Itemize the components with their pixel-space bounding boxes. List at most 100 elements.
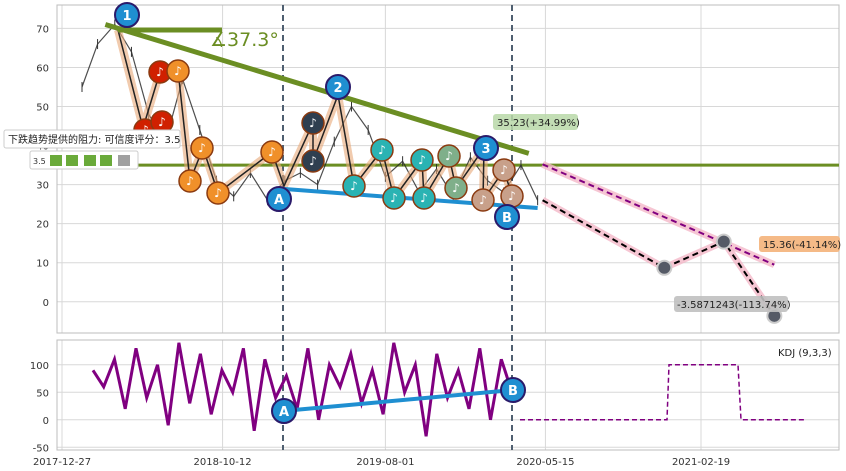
x-tick-label: 2021-02-19 — [672, 457, 730, 468]
indicator-y-tick-label: 0 — [43, 416, 49, 427]
note-marker-icon — [190, 136, 214, 160]
note-glyph-icon: ♪ — [309, 154, 317, 168]
note-glyph-icon: ♪ — [420, 191, 428, 205]
pivot-markers: 1 2 3 A B — [114, 2, 520, 230]
indicator-title: KDJ (9,3,3) — [778, 348, 832, 359]
note-marker-icon — [382, 186, 406, 210]
x-axis-ticks: 2017-12-27 2018-10-12 2019-08-01 2020-05-15… — [33, 457, 730, 468]
downtrend-resistance-line — [104, 22, 530, 156]
target-mid-label: 15.36(-41.14%) — [763, 240, 841, 251]
score-star-icon — [50, 155, 62, 166]
note-glyph-icon: ♪ — [479, 193, 487, 207]
forecast-point — [715, 233, 732, 250]
score-star-icon — [100, 155, 112, 166]
target-mid-callout: 15.36(-41.14%) — [759, 236, 841, 252]
note-marker-icon — [342, 174, 366, 198]
note-glyph-icon: ♪ — [378, 143, 386, 157]
forecast-point — [656, 259, 673, 276]
note-glyph-icon: ♪ — [452, 181, 460, 195]
pivot-label: 2 — [333, 81, 342, 96]
target-low-callout: -3.5871243(-113.74%) — [674, 296, 791, 312]
note-marker-icon — [260, 140, 284, 164]
pivot-label: B — [502, 211, 512, 226]
kdj-pivot-label: A — [279, 405, 289, 420]
note-marker-icon — [370, 138, 394, 162]
note-glyph-icon: ♪ — [390, 191, 398, 205]
price-y-tick-label: 70 — [36, 24, 49, 35]
note-glyph-icon: ♪ — [350, 179, 358, 193]
x-tick-label: 2020-05-15 — [516, 457, 574, 468]
note-glyph-icon: ♪ — [500, 163, 508, 177]
price-y-tick-label: 60 — [36, 63, 49, 74]
trend-angle-label: ∡37.3° — [210, 29, 279, 51]
note-marker-icon — [410, 148, 434, 172]
pivot-marker-1 — [114, 2, 140, 28]
pivot-marker-2 — [325, 74, 351, 100]
note-glyph-icon: ♪ — [158, 115, 166, 129]
resistance-callout: 下跌趋势提供的阻力: 可信度评分：3.5 3.5 — [3, 129, 181, 170]
score-text: 3.5 — [33, 157, 46, 166]
note-marker-icon — [492, 158, 516, 182]
kdj-pivot-label: B — [508, 384, 518, 399]
pivot-label: 1 — [122, 9, 131, 24]
resistance-text: 下跌趋势提供的阻力: 可信度评分：3.5 — [8, 133, 180, 146]
x-tick-label: 2019-08-01 — [356, 457, 414, 468]
price-y-tick-label: 20 — [36, 220, 49, 231]
indicator-y-tick-label: -50 — [33, 443, 49, 454]
forecast-down-line — [542, 199, 776, 317]
pivot-label: 3 — [481, 142, 490, 157]
indicator-y-tick-label: 100 — [30, 361, 49, 372]
note-markers: ♪♪♪♪♪♪♪♪♪♪♪♪♪♪♪♪♪♪♪♪ — [133, 59, 524, 212]
note-glyph-icon: ♪ — [268, 145, 276, 159]
price-y-tick-label: 0 — [43, 298, 49, 309]
indicator-panel-frame — [56, 339, 840, 451]
target-low-box — [674, 296, 788, 312]
forecast-lines — [540, 161, 783, 324]
x-tick-label: 2017-12-27 — [33, 457, 91, 468]
price-y-tick-label: 10 — [36, 259, 49, 270]
pivot-label: A — [274, 193, 284, 208]
note-marker-icon — [437, 144, 461, 168]
note-marker-icon — [178, 169, 202, 193]
target-low-label: -3.5871243(-113.74%) — [677, 300, 791, 311]
indicator-y-ticks: -50 0 50 100 — [30, 361, 49, 455]
kdj-series: AB — [91, 342, 804, 437]
note-glyph-icon: ♪ — [445, 149, 453, 163]
x-tick-label: 2018-10-12 — [194, 457, 252, 468]
note-glyph-icon: ♪ — [174, 64, 182, 78]
price-y-tick-label: 30 — [36, 181, 49, 192]
note-glyph-icon: ♪ — [214, 186, 222, 200]
target-mid-box — [759, 236, 840, 252]
score-star-icon — [84, 155, 96, 166]
note-marker-icon — [206, 181, 230, 205]
note-marker-icon — [444, 176, 468, 200]
kdj-pivot-marker-B — [500, 377, 526, 403]
note-glyph-icon: ♪ — [309, 116, 317, 130]
pivot-marker-B — [494, 204, 520, 230]
support-line — [277, 186, 538, 211]
kdj-line — [91, 342, 514, 437]
price-y-tick-label: 50 — [36, 103, 49, 114]
kdj-pivot-marker-A — [271, 398, 297, 424]
target-up-box — [493, 114, 578, 130]
pivot-marker-3 — [473, 135, 499, 161]
forecast-up-line — [542, 163, 775, 266]
target-up-callout: 35.23(+34.99%) — [493, 114, 580, 130]
target-up-label: 35.23(+34.99%) — [497, 118, 580, 129]
pivot-marker-A — [266, 186, 292, 212]
kdj-forecast-line — [520, 364, 804, 421]
score-star-icon — [66, 155, 78, 166]
score-star-half-icon — [118, 155, 130, 166]
note-glyph-icon: ♪ — [186, 174, 194, 188]
resistance-box — [3, 129, 181, 149]
note-glyph-icon: ♪ — [198, 141, 206, 155]
indicator-y-tick-label: 50 — [36, 388, 49, 399]
note-marker-icon — [166, 59, 190, 83]
note-glyph-icon: ♪ — [418, 153, 426, 167]
note-glyph-icon: ♪ — [508, 189, 516, 203]
note-glyph-icon: ♪ — [156, 65, 164, 79]
note-marker-icon — [471, 188, 495, 212]
kdj-support-line — [282, 388, 514, 413]
note-marker-icon — [301, 111, 325, 135]
